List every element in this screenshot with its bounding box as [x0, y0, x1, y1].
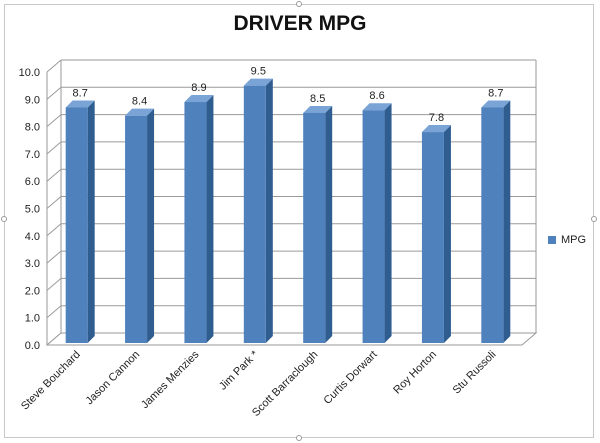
gridline-side: [46, 250, 62, 264]
y-tick-label: 1.0: [25, 313, 40, 325]
bar-side: [265, 78, 273, 344]
y-tick-label: 9.0: [25, 94, 40, 106]
data-label: 8.5: [310, 93, 325, 105]
x-category-label: Scott Barraclough: [250, 349, 320, 419]
legend-label-mpg: MPG: [561, 234, 587, 246]
data-label: 8.9: [191, 82, 206, 94]
bar-side: [443, 125, 451, 343]
chart-legend: MPG: [548, 234, 586, 246]
gridline-side: [46, 86, 62, 100]
bar: [243, 85, 266, 344]
bar-side: [503, 100, 511, 344]
y-tick-label: 7.0: [25, 149, 40, 161]
bar-side: [147, 108, 155, 344]
bar-side: [325, 105, 333, 343]
resize-handle-top[interactable]: [296, 1, 302, 7]
gridline-side: [46, 59, 62, 73]
bar: [303, 112, 326, 343]
y-tick-label: 3.0: [25, 258, 40, 270]
data-label: 8.7: [488, 87, 503, 99]
data-label: 9.5: [251, 66, 266, 78]
x-category-label: Roy Horton: [391, 349, 439, 397]
bar: [481, 107, 504, 344]
y-tick-label: 5.0: [25, 204, 40, 216]
gridline-side: [46, 114, 62, 127]
legend-swatch-mpg: [548, 236, 556, 244]
gridline-side: [46, 278, 62, 291]
y-tick-label: 2.0: [25, 285, 40, 297]
x-category-label: James Menzies: [139, 348, 202, 411]
bar-top: [125, 108, 155, 116]
bar: [362, 110, 385, 343]
x-category-label: Jason Cannon: [84, 349, 143, 408]
gridline-side: [46, 196, 62, 209]
bar-top: [362, 103, 392, 111]
bar: [184, 102, 207, 343]
bar-top: [303, 105, 333, 113]
y-tick-label: 4.0: [25, 231, 40, 243]
bar: [65, 107, 88, 344]
bar-top: [421, 125, 451, 133]
resize-handle-left[interactable]: [1, 216, 7, 222]
gridline-side: [46, 305, 62, 319]
bar-top: [481, 100, 511, 108]
bar-side: [87, 100, 95, 344]
data-label: 8.7: [73, 87, 88, 99]
chart-title: DRIVER MPG: [233, 12, 367, 35]
resize-handle-bottom[interactable]: [296, 435, 302, 441]
data-label: 8.6: [369, 90, 384, 102]
chart-floor: [45, 332, 538, 346]
x-category-label: Curtis Dorwart: [321, 349, 379, 407]
gridline-side: [46, 223, 62, 237]
bar: [421, 132, 444, 343]
bar: [125, 115, 148, 344]
x-category-label: Steve Bouchard: [19, 349, 83, 413]
x-category-label: Stu Russoli: [451, 349, 499, 397]
bar-top: [184, 95, 214, 103]
x-category-label: Jim Park *: [217, 348, 261, 392]
y-tick-label: 0.0: [25, 340, 40, 352]
bar-side: [206, 95, 214, 343]
bar-top: [65, 100, 95, 108]
y-tick-label: 8.0: [25, 122, 40, 134]
bar-top: [243, 78, 273, 86]
gridline-side: [46, 141, 62, 155]
resize-handle-right[interactable]: [591, 216, 597, 222]
y-tick-label: 6.0: [25, 176, 40, 188]
data-label: 7.8: [429, 112, 444, 124]
y-tick-label: 10.0: [19, 67, 40, 79]
data-label: 8.4: [132, 96, 147, 108]
gridline-side: [46, 168, 62, 182]
bar-side: [384, 103, 392, 343]
